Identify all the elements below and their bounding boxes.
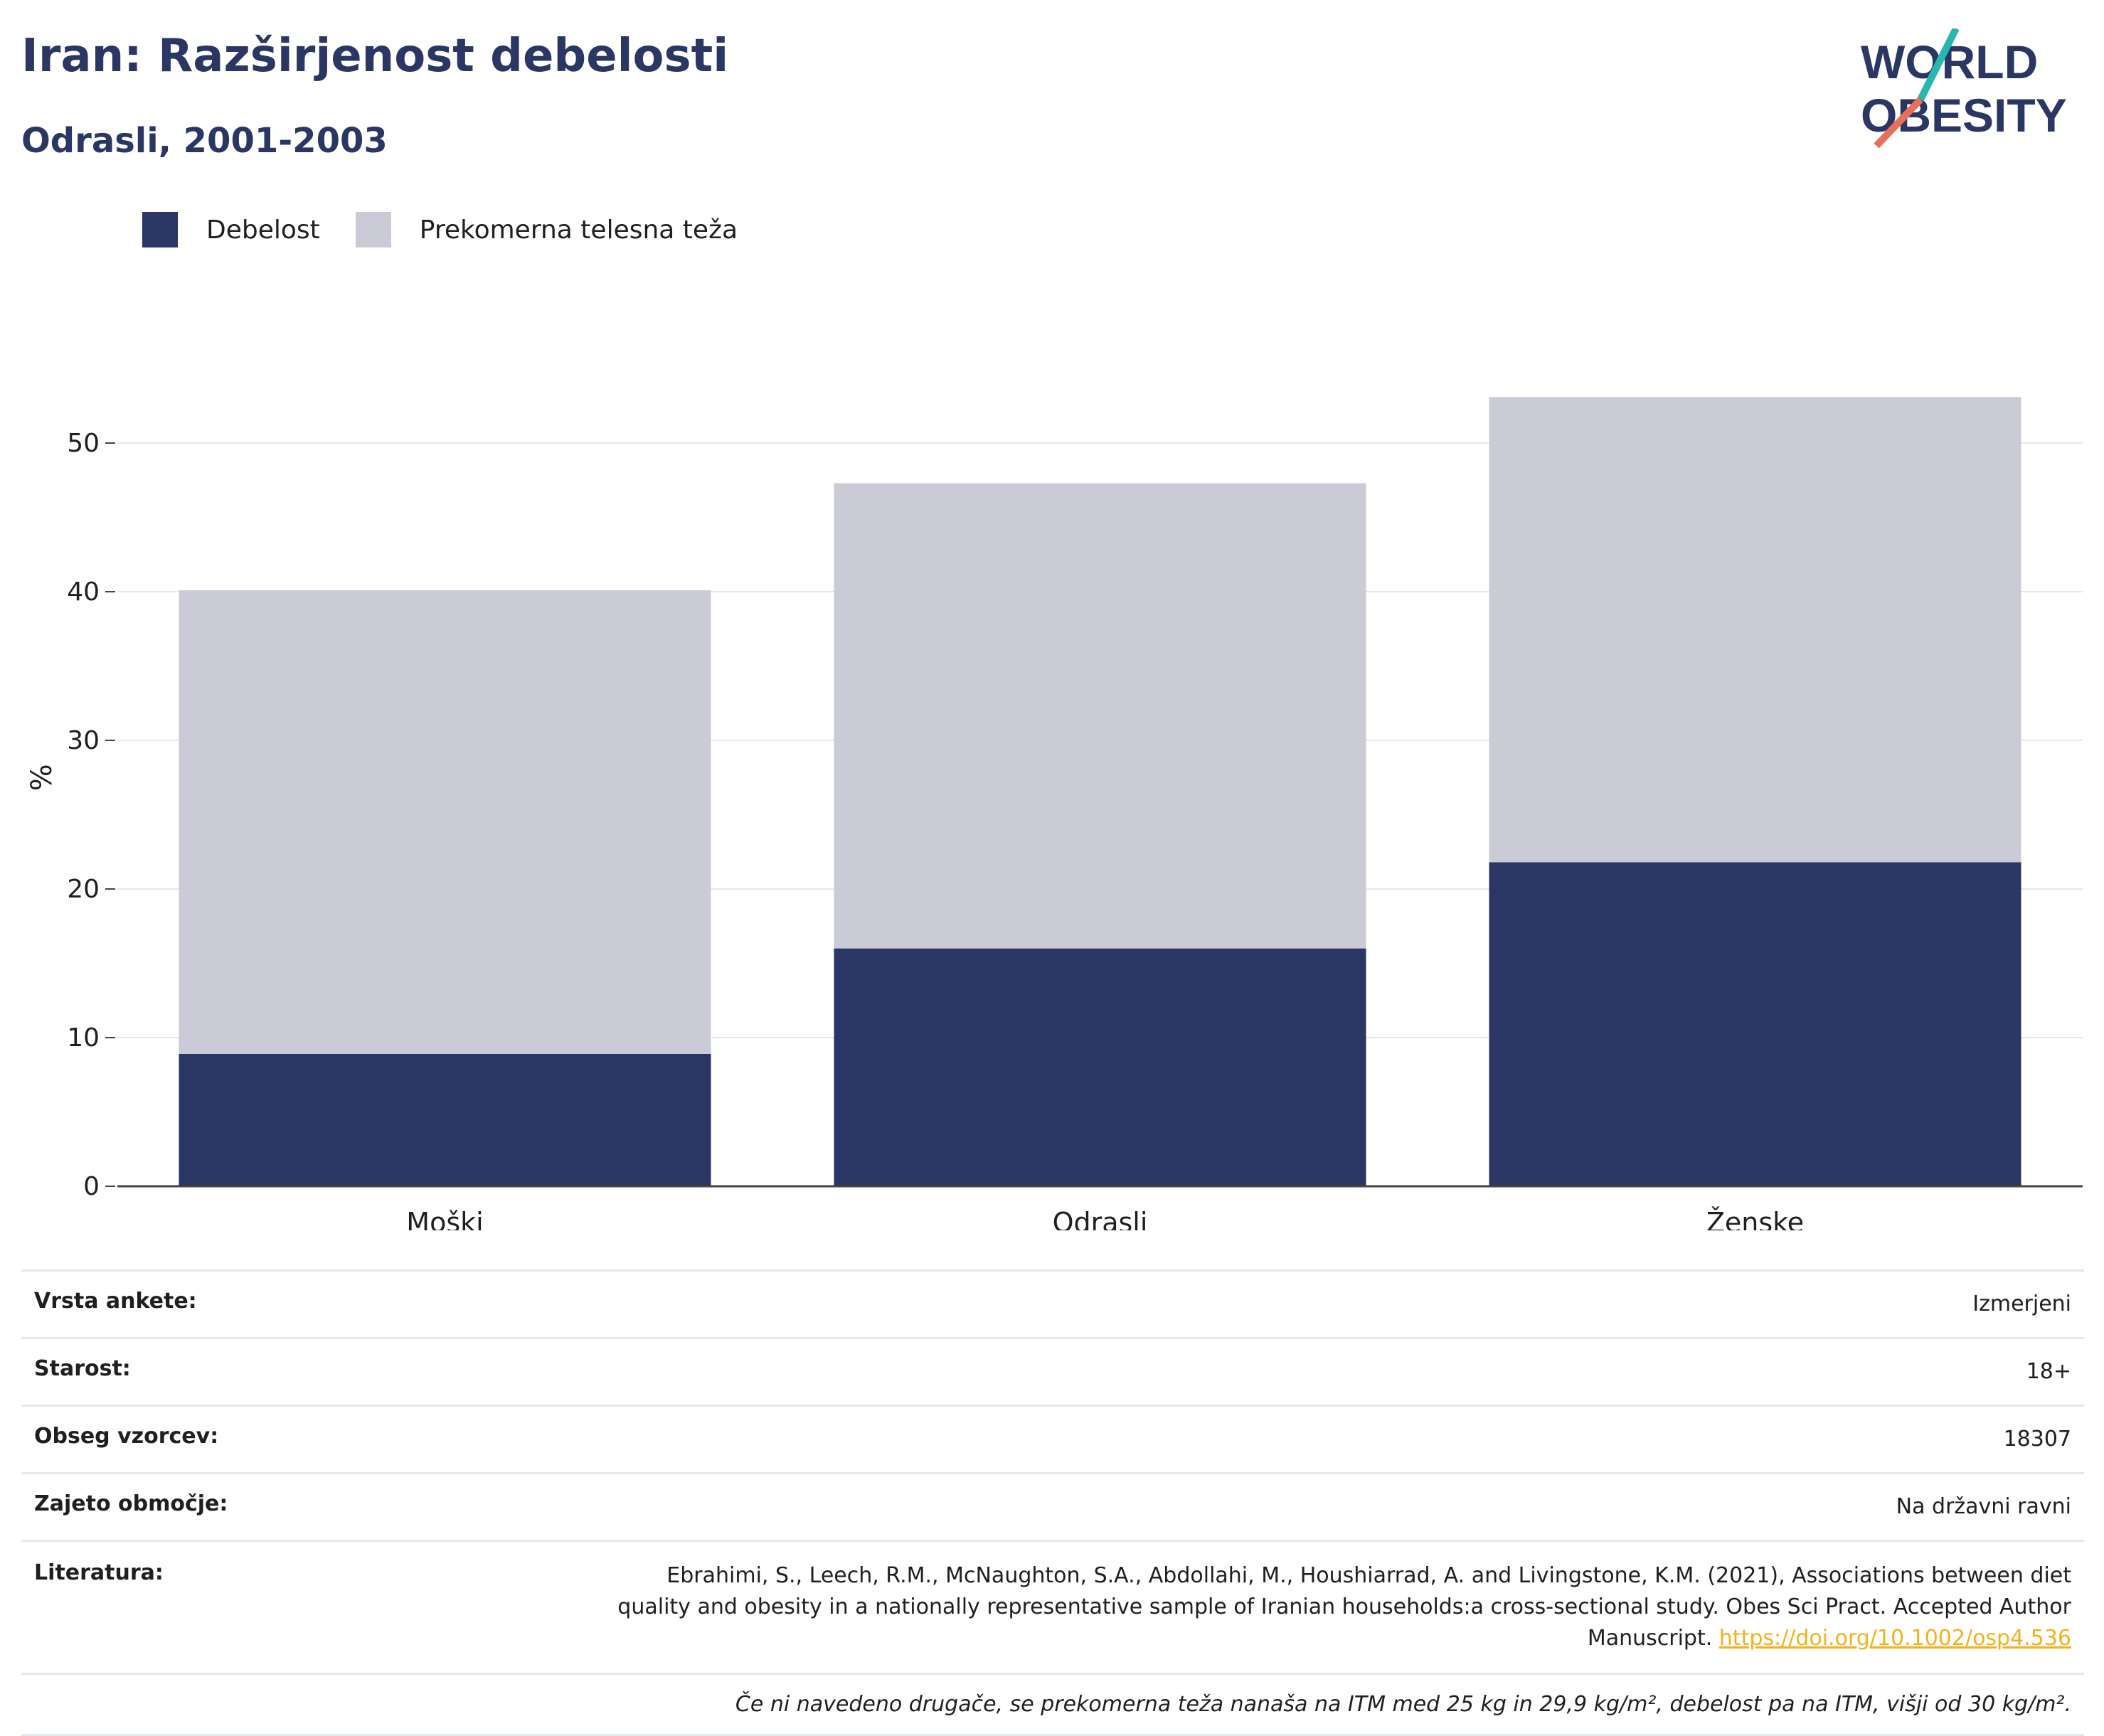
info-label: Vrsta ankete: — [34, 1289, 197, 1314]
bar-obesity-1 — [834, 948, 1366, 1186]
info-label: Obseg vzorcev: — [34, 1424, 219, 1449]
bar-overweight-1 — [834, 483, 1366, 949]
logo-stroke-coral — [1874, 97, 1923, 149]
x-tick-label: Moški — [406, 1207, 483, 1230]
info-label: Zajeto območje: — [34, 1491, 228, 1516]
info-table: Vrsta ankete: Izmerjeni Starost: 18+ Obs… — [21, 1269, 2084, 1736]
bar-overweight-2 — [1489, 397, 2021, 863]
y-tick-label: 0 — [83, 1172, 100, 1201]
info-label: Starost: — [34, 1356, 131, 1381]
info-row-survey-type: Vrsta ankete: Izmerjeni — [21, 1269, 2084, 1337]
legend-item-overweight[interactable]: Prekomerna telesna teža — [355, 212, 738, 247]
y-tick-label: 20 — [67, 875, 100, 904]
citation-line-2: quality and obesity in a nationally repr… — [617, 1594, 2071, 1619]
citation-line-1: Ebrahimi, S., Leech, R.M., McNaughton, S… — [666, 1563, 2071, 1588]
citation-line-3: Manuscript. — [1587, 1626, 1713, 1651]
x-tick-label: Ženske — [1706, 1207, 1804, 1230]
bar-chart: 0 10 20 30 40 50% Moški Odrasli Ženske — [26, 397, 2083, 1230]
bar-obesity-2 — [1489, 862, 2021, 1186]
legend-label-obesity: Debelost — [206, 215, 320, 245]
info-row-sample: Obseg vzorcev: 18307 — [21, 1405, 2084, 1472]
legend-swatch-overweight — [355, 212, 391, 247]
legend-swatch-obesity — [142, 212, 178, 247]
info-value: Na državni ravni — [1896, 1494, 2071, 1519]
doi-link[interactable]: https://doi.org/10.1002/osp4.536 — [1718, 1626, 2071, 1651]
y-tick-label: 40 — [67, 577, 100, 607]
info-row-literature: Literatura: Ebrahimi, S., Leech, R.M., M… — [21, 1540, 2084, 1673]
y-tick-label: 30 — [67, 726, 100, 755]
y-axis-label: % — [26, 764, 58, 791]
y-tick-label: 10 — [67, 1023, 100, 1053]
y-tick-label: 50 — [67, 429, 100, 458]
logo-stroke-teal — [1917, 28, 1960, 102]
info-note: Če ni navedeno drugače, se prekomerna te… — [21, 1673, 2084, 1736]
page-title: Iran: Razširjenost debelosti — [21, 30, 729, 82]
world-obesity-logo: WORLD OBESITY — [1861, 28, 2067, 149]
x-tick-label: Odrasli — [1053, 1207, 1148, 1230]
info-value: 18307 — [2003, 1427, 2071, 1452]
chart-legend: Debelost Prekomerna telesna teža — [142, 212, 773, 247]
bar-overweight-0 — [179, 590, 711, 1054]
info-row-age: Starost: 18+ — [21, 1337, 2084, 1405]
bar-obesity-0 — [179, 1053, 711, 1186]
legend-item-obesity[interactable]: Debelost — [142, 212, 320, 247]
info-value: 18+ — [2026, 1359, 2071, 1384]
logo-line2: OBESITY — [1861, 89, 2067, 142]
literature-citation: Ebrahimi, S., Leech, R.M., McNaughton, S… — [617, 1560, 2071, 1654]
definition-note: Če ni navedeno drugače, se prekomerna te… — [735, 1692, 2071, 1717]
info-row-area: Zajeto območje: Na državni ravni — [21, 1472, 2084, 1540]
info-label: Literatura: — [34, 1560, 164, 1585]
info-value: Izmerjeni — [1972, 1292, 2071, 1316]
legend-label-overweight: Prekomerna telesna teža — [419, 215, 738, 245]
page-subtitle: Odrasli, 2001-2003 — [21, 121, 388, 161]
